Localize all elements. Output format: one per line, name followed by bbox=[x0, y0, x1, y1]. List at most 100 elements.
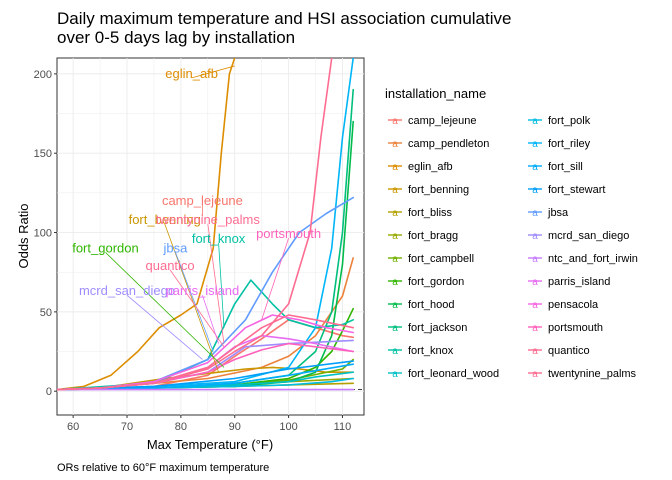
legend-label-twentynine-palms: twentynine_palms bbox=[548, 368, 637, 380]
legend-item: a fort_stewart bbox=[528, 184, 605, 196]
legend-item: a pensacola bbox=[528, 299, 599, 311]
legend-label-fort-campbell: fort_campbell bbox=[408, 253, 474, 265]
legend-label-fort-gordon: fort_gordon bbox=[408, 276, 464, 288]
callout-leader bbox=[126, 294, 203, 360]
callout-parris-island: parris_island bbox=[166, 283, 240, 298]
legend-key-glyph: a bbox=[392, 369, 398, 380]
legend-key-glyph: a bbox=[392, 254, 398, 265]
legend-key-glyph: a bbox=[532, 323, 538, 334]
legend-key-glyph: a bbox=[392, 231, 398, 242]
legend-key-glyph: a bbox=[532, 162, 538, 173]
x-tick-label: 60 bbox=[67, 421, 79, 433]
callout-quantico: quantico bbox=[146, 258, 195, 273]
callout-labels: eglin_afb camp_lejeune fort_benningtwentyn… bbox=[72, 65, 321, 373]
legend-label-ntc-and-fort-irwin: ntc_and_fort_irwin bbox=[548, 253, 638, 265]
legend-key-glyph: a bbox=[532, 369, 538, 380]
callout-fort-gordon: fort_gordon bbox=[72, 240, 139, 255]
legend-key-glyph: a bbox=[392, 185, 398, 196]
y-tick-label: 150 bbox=[34, 148, 52, 160]
legend-key-glyph: a bbox=[392, 323, 398, 334]
legend-label-fort-leonard-wood: fort_leonard_wood bbox=[408, 368, 499, 380]
legend-key-glyph: a bbox=[392, 116, 398, 127]
legend-label-camp-lejeune: camp_lejeune bbox=[408, 115, 477, 127]
legend-item: a fort_bragg bbox=[388, 230, 458, 242]
legend-key-glyph: a bbox=[532, 254, 538, 265]
legend-item: a fort_sill bbox=[528, 161, 583, 173]
legend-label-fort-benning: fort_benning bbox=[408, 184, 469, 196]
legend-item: a fort_campbell bbox=[388, 253, 474, 265]
x-tick-label: 100 bbox=[279, 421, 297, 433]
legend-label-mcrd-san-diego: mcrd_san_diego bbox=[548, 230, 629, 242]
legend-item: a eglin_afb bbox=[388, 161, 453, 173]
legend-label-quantico: quantico bbox=[548, 345, 590, 357]
callout-leader bbox=[191, 65, 235, 79]
legend-key-glyph: a bbox=[392, 139, 398, 150]
legend-label-fort-bliss: fort_bliss bbox=[408, 207, 453, 219]
series-line-twentynine-palms bbox=[57, 314, 354, 391]
callout-leader bbox=[164, 223, 219, 373]
legend-item: a fort_jackson bbox=[388, 322, 467, 334]
legend-key-glyph: a bbox=[532, 139, 538, 150]
callout-leader bbox=[207, 223, 225, 344]
series-lines bbox=[57, 58, 354, 391]
x-tick-label: 90 bbox=[229, 421, 241, 433]
legend-item: a fort_bliss bbox=[388, 207, 453, 219]
legend-key-glyph: a bbox=[532, 208, 538, 219]
legend-item: a fort_hood bbox=[388, 299, 454, 311]
legend-item: a camp_pendleton bbox=[388, 138, 489, 150]
chart-title-line: over 0-5 days lag by installation bbox=[57, 28, 295, 47]
legend-item: a fort_polk bbox=[528, 115, 591, 127]
legend-label-pensacola: pensacola bbox=[548, 299, 599, 311]
legend-item: a fort_leonard_wood bbox=[388, 368, 499, 380]
legend-item: a camp_lejeune bbox=[388, 115, 477, 127]
callout-leader bbox=[218, 242, 225, 328]
x-tick-label: 80 bbox=[175, 421, 187, 433]
y-tick-label: 200 bbox=[34, 69, 52, 81]
legend-key-glyph: a bbox=[392, 300, 398, 311]
callout-camp-lejeune: camp_lejeune bbox=[162, 193, 243, 208]
caption: ORs relative to 60°F maximum temperature bbox=[57, 462, 269, 474]
callout-leader bbox=[261, 237, 289, 320]
legend-key-glyph: a bbox=[392, 277, 398, 288]
legend-label-fort-polk: fort_polk bbox=[548, 115, 591, 127]
x-tick-label: 110 bbox=[334, 421, 352, 433]
legend-item: a mcrd_san_diego bbox=[528, 230, 629, 242]
callout-eglin-afb: eglin_afb bbox=[165, 66, 218, 81]
legend-label-fort-stewart: fort_stewart bbox=[548, 184, 605, 196]
callout-mcrd-san-diego: mcrd_san_diego bbox=[79, 283, 175, 298]
legend-item: a ntc_and_fort_irwin bbox=[528, 253, 638, 265]
series-line-eglin-afb bbox=[57, 58, 236, 391]
legend-key-glyph: a bbox=[392, 346, 398, 357]
x-tick-label: 70 bbox=[121, 421, 133, 433]
legend-item: a jbsa bbox=[528, 207, 569, 219]
legend-label-parris-island: parris_island bbox=[548, 276, 610, 288]
legend-key-glyph: a bbox=[532, 300, 538, 311]
chart-title-line: Daily maximum temperature and HSI associ… bbox=[57, 9, 511, 28]
legend-label-fort-riley: fort_riley bbox=[548, 138, 591, 150]
callout-leader bbox=[175, 252, 214, 352]
x-axis-title: Max Temperature (°F) bbox=[147, 437, 273, 452]
legend-label-fort-knox: fort_knox bbox=[408, 345, 454, 357]
legend-item: a portsmouth bbox=[528, 322, 603, 334]
legend-label-jbsa: jbsa bbox=[547, 207, 569, 219]
chart-title: Daily maximum temperature and HSI associ… bbox=[57, 9, 511, 47]
legend-label-fort-sill: fort_sill bbox=[548, 161, 583, 173]
y-tick-label: 0 bbox=[46, 386, 52, 398]
callout-twentynine-palms: twentynine_palms bbox=[156, 212, 261, 227]
callout-leader bbox=[202, 295, 219, 344]
legend-label-fort-hood: fort_hood bbox=[408, 299, 454, 311]
legend-item: a parris_island bbox=[528, 276, 610, 288]
legend-title: installation_name bbox=[385, 86, 486, 101]
legend-key-glyph: a bbox=[392, 162, 398, 173]
callout-portsmouth: portsmouth bbox=[256, 226, 321, 241]
callout-jbsa: jbsa bbox=[163, 240, 189, 255]
y-axis-title: Odds Ratio bbox=[16, 203, 31, 268]
callout-fort-knox: fort_knox bbox=[192, 231, 246, 246]
y-tick-label: 50 bbox=[40, 307, 52, 319]
legend-key-glyph: a bbox=[532, 185, 538, 196]
legend-label-eglin-afb: eglin_afb bbox=[408, 161, 453, 173]
legend-label-portsmouth: portsmouth bbox=[548, 322, 603, 334]
legend-key-glyph: a bbox=[392, 208, 398, 219]
legend-item: a fort_gordon bbox=[388, 276, 464, 288]
